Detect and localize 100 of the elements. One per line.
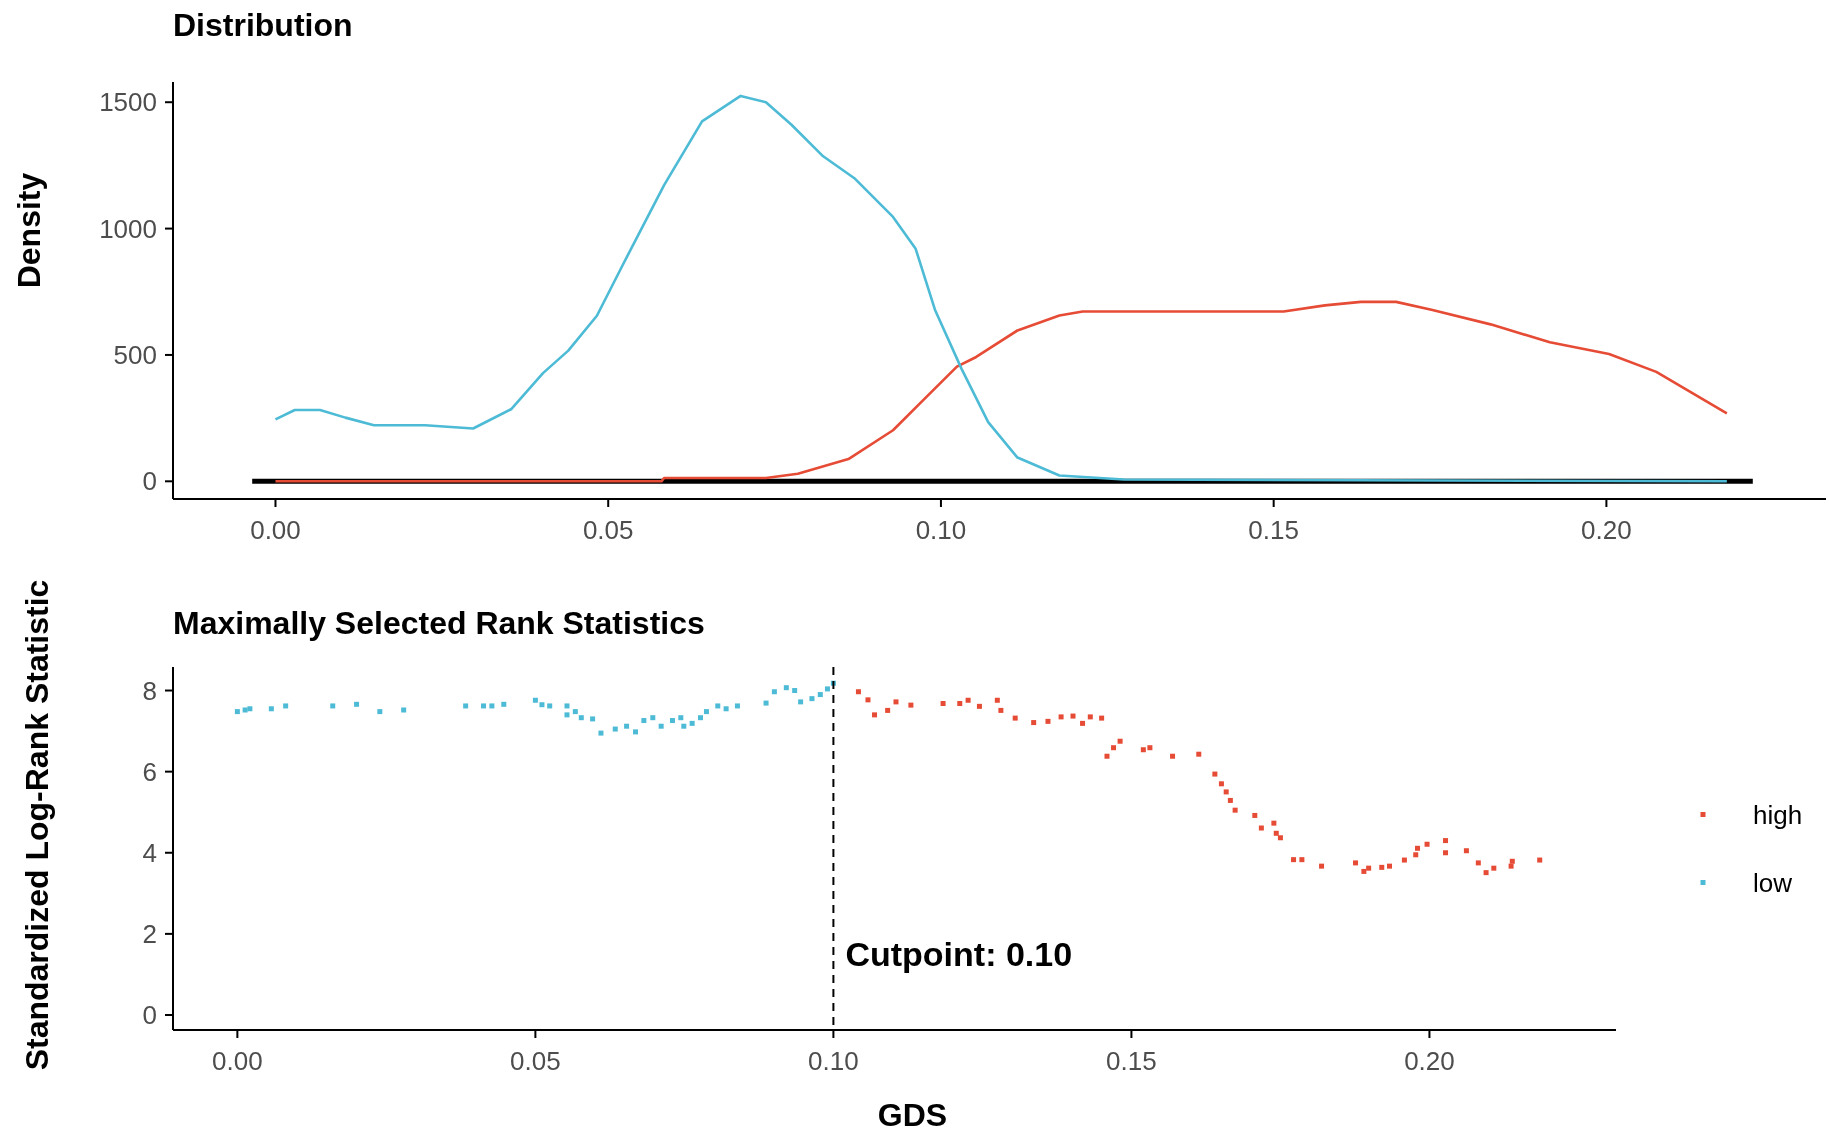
x-tick-label: 0.05 [582,515,634,545]
y-tick-label: 1000 [99,213,157,244]
point [1170,753,1176,759]
point [957,701,963,706]
x-tick-label: 0.20 [1404,1046,1455,1076]
point [1227,797,1233,803]
point [564,712,570,718]
y-tick-label: 0 [142,1000,157,1031]
y-tick-label: 6 [142,756,157,787]
point [1291,857,1297,863]
point [501,701,507,707]
point [1387,863,1393,869]
point [872,712,878,718]
x-tick-label: 0.10 [915,515,967,545]
point [1104,753,1110,759]
point [976,703,982,709]
point [1299,857,1305,863]
point [885,707,891,713]
point [641,718,647,724]
x-tick-label: 0.05 [510,1046,561,1076]
point [1232,807,1238,813]
point [865,697,871,703]
point [792,688,798,694]
point [824,686,830,692]
point [1271,820,1277,826]
point [463,703,469,709]
chart-title: Distribution [173,7,353,43]
point [1117,738,1123,744]
point [1366,865,1372,871]
point [547,703,553,709]
line-series [274,94,1729,483]
point [1212,771,1218,777]
point [723,706,729,712]
point [1379,864,1385,870]
point [855,689,861,695]
legend-label: high [1753,799,1803,830]
y-axis-title: Standardized Log-Rank Statistic [19,579,55,1071]
point [998,707,1004,713]
point [1319,863,1325,869]
point [669,718,675,724]
point [1070,713,1076,719]
point [715,703,721,709]
point [532,697,538,703]
point [771,689,777,695]
point [703,709,709,715]
point [908,702,914,708]
point [1223,789,1229,795]
point [1424,841,1430,847]
x-axis-title: GDS [877,1097,948,1133]
point [1058,714,1064,720]
x-tick-label: 0.00 [250,515,301,545]
point [1483,870,1489,876]
point [1147,745,1153,751]
point [283,703,289,709]
point [1012,715,1018,721]
point [1099,715,1105,721]
point [633,729,639,735]
point [572,709,578,715]
point [401,707,407,713]
annotation: Cutpoint: 0.10 [845,935,1073,974]
point [1475,860,1481,866]
point [1087,714,1093,720]
point [1140,747,1146,753]
point [1258,825,1264,831]
y-axis-title: Density [11,172,47,289]
x-tick-label: 0.00 [212,1046,263,1076]
point [1443,850,1449,856]
point [1252,812,1258,818]
point [268,706,274,712]
point [1277,835,1283,841]
point [1273,830,1279,836]
point [590,716,596,722]
point [1508,863,1514,869]
point [893,699,899,705]
point [1361,868,1367,874]
point [658,723,664,729]
point [612,726,618,732]
point [734,703,740,709]
point [489,703,495,709]
y-tick-label: 4 [142,837,157,868]
point [763,700,769,706]
point [1080,720,1086,726]
point [1509,858,1515,864]
point [1537,857,1543,863]
point [624,723,630,729]
x-tick-label: 0.20 [1581,515,1632,545]
point [539,702,545,708]
point [1196,751,1202,757]
x-tick-label: 0.10 [808,1046,859,1076]
point [598,730,604,736]
point [1031,720,1037,726]
point [1045,718,1051,724]
y-tick-label: 1500 [99,87,157,118]
point [1415,845,1421,851]
point [1443,838,1449,844]
point [564,703,570,709]
chart-title: Maximally Selected Rank Statistics [173,605,705,641]
point [247,706,253,712]
point [481,703,487,709]
x-tick-label: 0.15 [1106,1046,1157,1076]
